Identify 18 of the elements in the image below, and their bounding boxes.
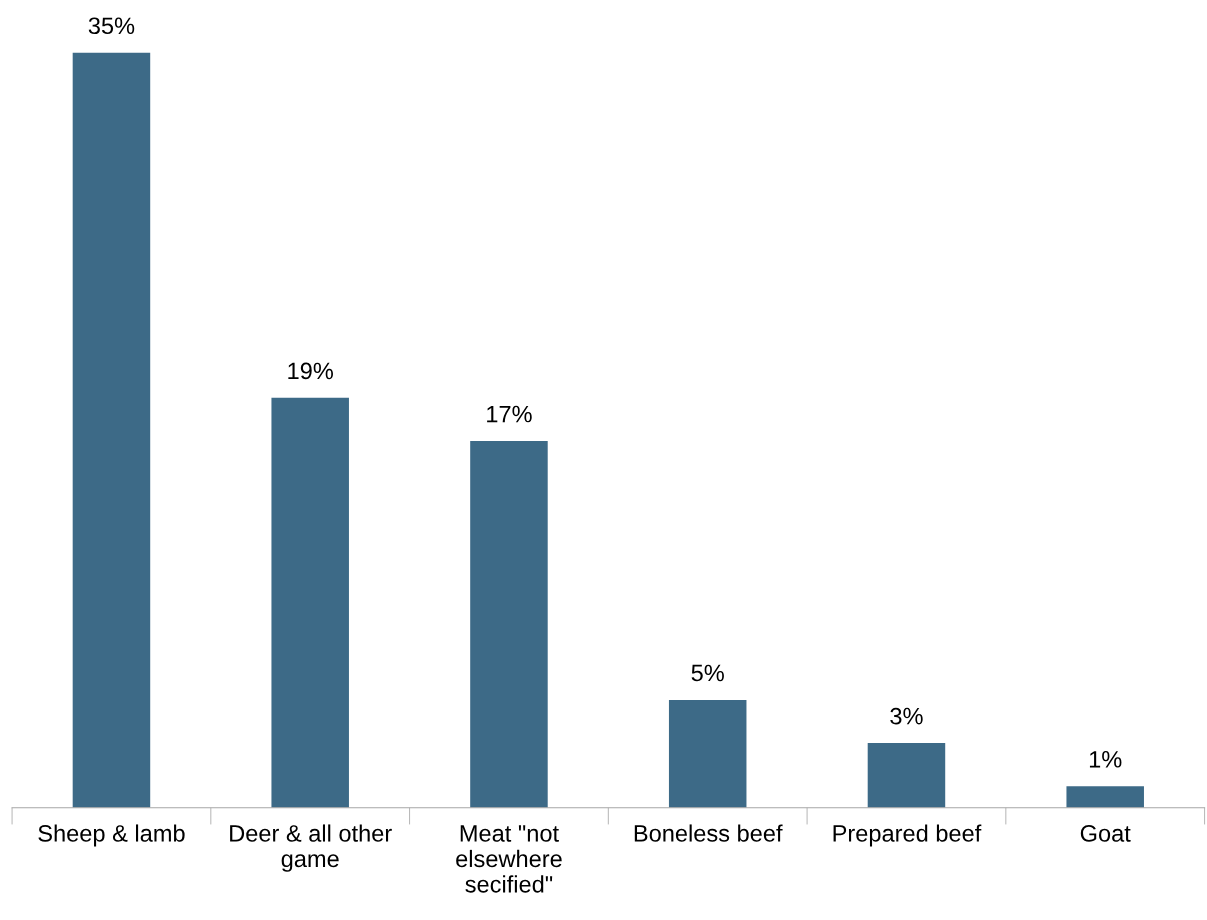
data-label: 1% bbox=[1089, 751, 1122, 768]
bar bbox=[1066, 786, 1144, 808]
data-label: 19% bbox=[288, 362, 333, 380]
bar bbox=[668, 699, 747, 808]
x-tick-label: Meat "not elsewhere secified" bbox=[456, 825, 562, 893]
bar bbox=[271, 397, 349, 808]
x-tick-label: Sheep & lamb bbox=[38, 824, 185, 847]
x-tick-label: Deer & all other game bbox=[230, 824, 392, 872]
x-tick-label: Boneless beef bbox=[634, 824, 783, 842]
bar bbox=[867, 743, 946, 808]
data-label: 5% bbox=[691, 664, 724, 682]
data-label: 17% bbox=[487, 405, 532, 423]
x-tick-label: Prepared beef bbox=[833, 824, 982, 847]
x-tick-label: Goat bbox=[1080, 825, 1131, 842]
data-label: 35% bbox=[88, 17, 135, 35]
bar bbox=[470, 441, 548, 808]
bar bbox=[72, 52, 151, 808]
data-label: 3% bbox=[890, 707, 923, 725]
